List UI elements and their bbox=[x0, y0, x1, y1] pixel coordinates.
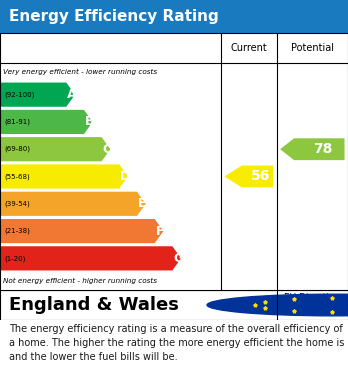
Polygon shape bbox=[1, 219, 164, 243]
Text: F: F bbox=[155, 224, 164, 238]
Circle shape bbox=[207, 294, 348, 316]
Text: (21-38): (21-38) bbox=[4, 228, 30, 234]
Text: Not energy efficient - higher running costs: Not energy efficient - higher running co… bbox=[3, 278, 158, 284]
Text: (1-20): (1-20) bbox=[4, 255, 25, 262]
Text: A: A bbox=[67, 88, 77, 101]
Text: Potential: Potential bbox=[291, 43, 334, 53]
Text: (55-68): (55-68) bbox=[4, 173, 30, 180]
Text: G: G bbox=[173, 252, 183, 265]
Text: (92-100): (92-100) bbox=[4, 91, 34, 98]
Text: C: C bbox=[102, 143, 111, 156]
Polygon shape bbox=[280, 138, 345, 160]
Polygon shape bbox=[1, 83, 75, 107]
Text: D: D bbox=[120, 170, 130, 183]
Text: The energy efficiency rating is a measure of the overall efficiency of a home. T: The energy efficiency rating is a measur… bbox=[9, 323, 344, 362]
Text: EU Directive
2002/91/EC: EU Directive 2002/91/EC bbox=[284, 292, 340, 313]
Polygon shape bbox=[1, 137, 110, 161]
Polygon shape bbox=[224, 165, 273, 187]
Text: E: E bbox=[138, 197, 146, 210]
Text: England & Wales: England & Wales bbox=[9, 296, 179, 314]
Text: B: B bbox=[85, 115, 94, 128]
Polygon shape bbox=[1, 192, 146, 216]
Text: Energy Efficiency Rating: Energy Efficiency Rating bbox=[9, 9, 219, 24]
Text: (81-91): (81-91) bbox=[4, 119, 30, 125]
Text: 78: 78 bbox=[313, 142, 332, 156]
Polygon shape bbox=[1, 246, 181, 271]
Text: (69-80): (69-80) bbox=[4, 146, 30, 152]
Text: 56: 56 bbox=[251, 170, 271, 183]
Text: Very energy efficient - lower running costs: Very energy efficient - lower running co… bbox=[3, 69, 158, 75]
Text: Current: Current bbox=[230, 43, 267, 53]
Text: (39-54): (39-54) bbox=[4, 201, 30, 207]
Polygon shape bbox=[1, 110, 93, 134]
Polygon shape bbox=[1, 164, 128, 188]
